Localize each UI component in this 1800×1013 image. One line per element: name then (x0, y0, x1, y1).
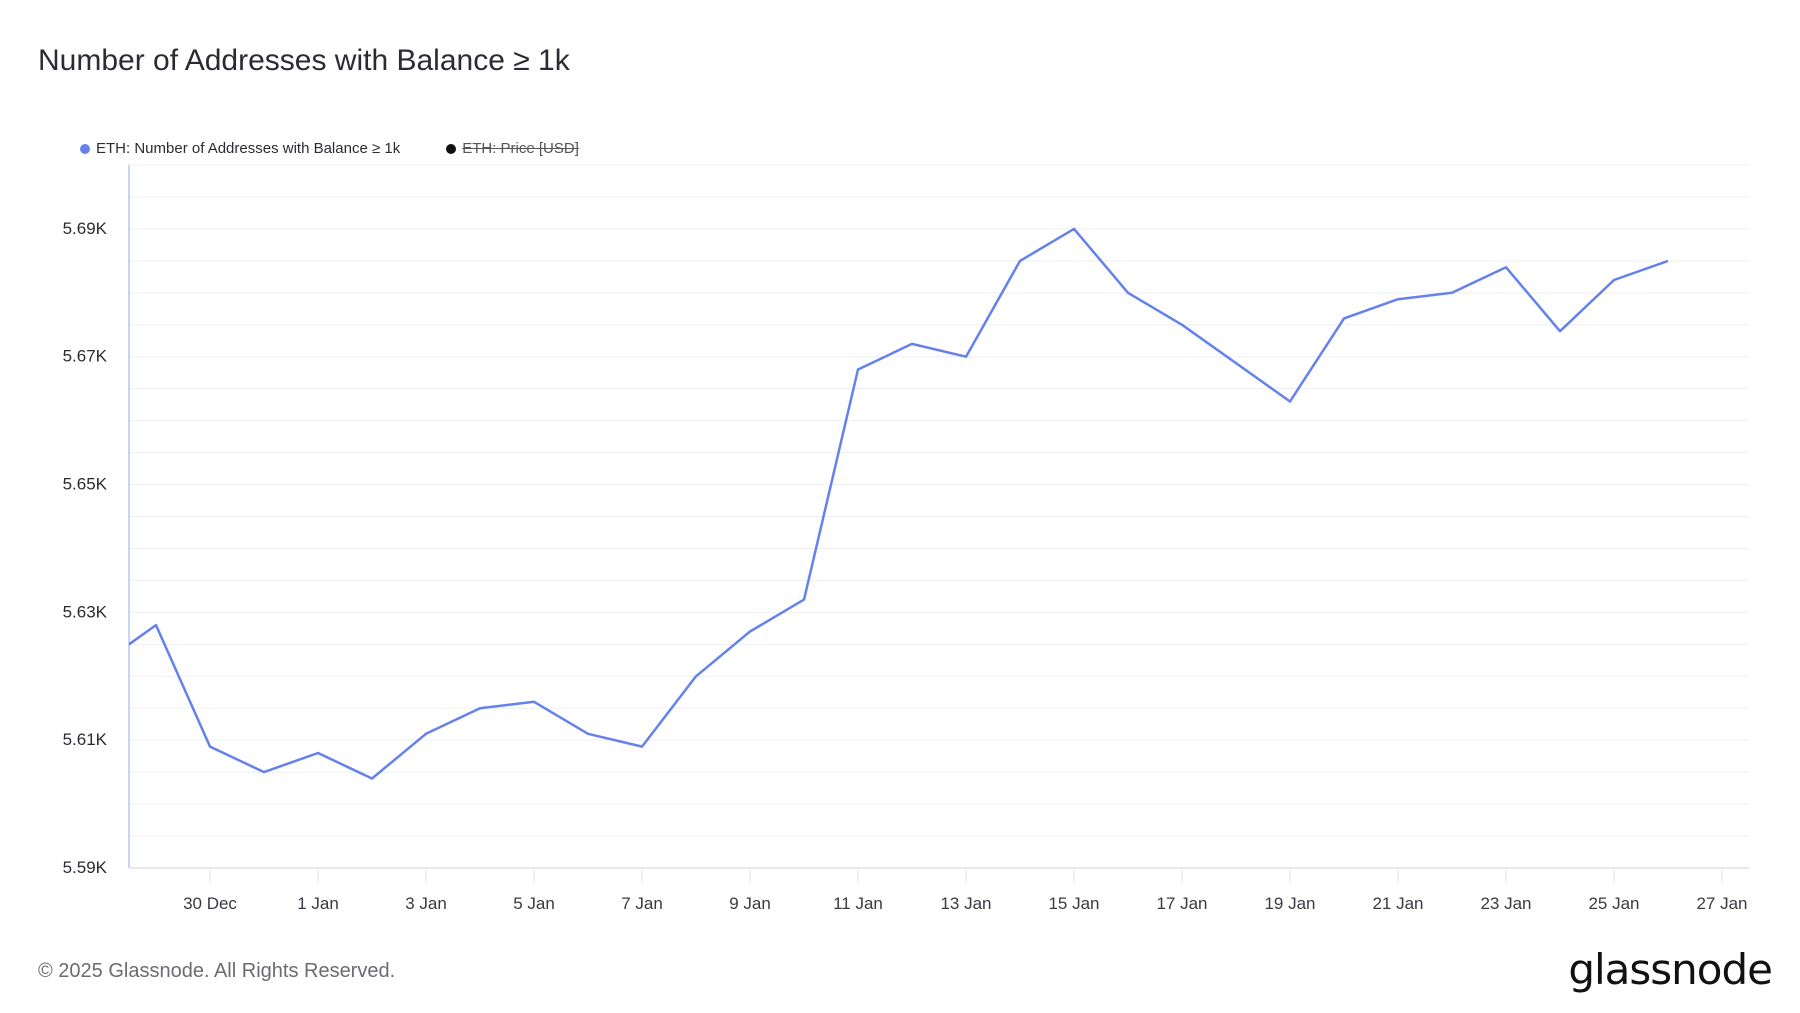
y-tick-label: 5.61K (63, 730, 108, 749)
legend-label: ETH: Number of Addresses with Balance ≥ … (96, 140, 401, 157)
x-tick-label: 30 Dec (183, 894, 237, 913)
x-tick-label: 13 Jan (940, 894, 991, 913)
y-tick-label: 5.59K (63, 858, 108, 877)
x-tick-label: 1 Jan (297, 894, 339, 913)
x-tick-label: 9 Jan (729, 894, 771, 913)
legend-label: ETH: Price [USD] (462, 140, 579, 157)
x-tick-label: 7 Jan (621, 894, 663, 913)
glassnode-logo: glassnode (1568, 945, 1773, 994)
legend-dot-icon (446, 143, 457, 154)
legend-item-addresses[interactable]: ETH: Number of Addresses with Balance ≥ … (80, 140, 400, 157)
x-tick-label: 25 Jan (1588, 894, 1639, 913)
x-tick-label: 15 Jan (1048, 894, 1099, 913)
y-tick-label: 5.69K (63, 219, 108, 238)
x-tick-label: 27 Jan (1696, 894, 1747, 913)
y-tick-label: 5.67K (63, 347, 108, 366)
y-tick-label: 5.65K (63, 475, 108, 494)
x-tick-label: 11 Jan (833, 894, 883, 913)
copyright: © 2025 Glassnode. All Rights Reserved. (38, 960, 396, 982)
series-line (129, 227, 1669, 780)
legend: ETH: Number of Addresses with Balance ≥ … (80, 140, 579, 157)
x-tick-label: 17 Jan (1156, 894, 1207, 913)
y-tick-label: 5.63K (63, 602, 108, 621)
legend-item-price[interactable]: ETH: Price [USD] (446, 140, 579, 157)
x-tick-label: 21 Jan (1372, 894, 1423, 913)
x-tick-label: 5 Jan (513, 894, 555, 913)
x-tick-label: 23 Jan (1480, 894, 1531, 913)
legend-dot-icon (80, 143, 90, 154)
x-tick-label: 19 Jan (1264, 894, 1315, 913)
chart-title: Number of Addresses with Balance ≥ 1k (38, 44, 570, 77)
x-tick-label: 3 Jan (405, 894, 447, 913)
